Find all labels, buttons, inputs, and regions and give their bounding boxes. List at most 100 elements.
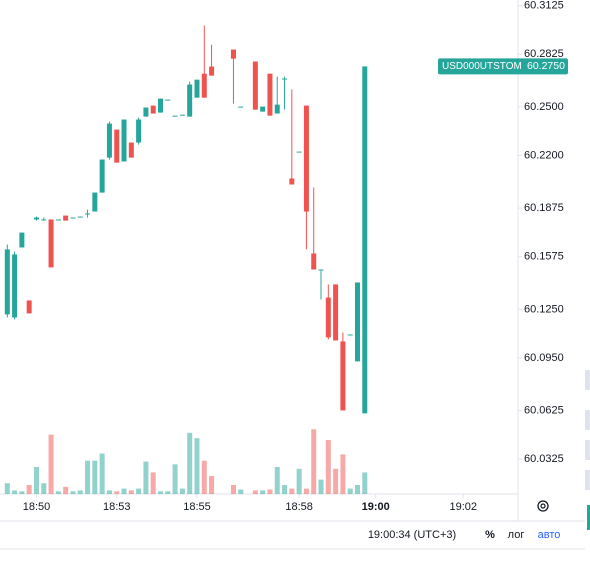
- volume-bar: [303, 488, 309, 494]
- volume-bar: [128, 490, 134, 494]
- volume-bar: [318, 479, 324, 494]
- candle: [136, 117, 142, 494]
- candle-body: [136, 119, 142, 143]
- volume-bar: [136, 488, 142, 494]
- candle-body: [41, 219, 47, 221]
- candle: [143, 107, 149, 494]
- volume-bar: [165, 491, 171, 494]
- candle: [165, 99, 171, 494]
- volume-bar: [70, 491, 76, 494]
- y-tick-label: 60.0625: [524, 404, 564, 416]
- x-tick-label: 19:00: [362, 501, 390, 513]
- y-tick-label: 60.2825: [524, 48, 564, 60]
- side-panel: [585, 440, 590, 460]
- volume-bar: [99, 453, 105, 494]
- last-price-name: USD000UTSTOM: [442, 61, 522, 72]
- volume-bar: [260, 490, 266, 494]
- candle-body: [33, 217, 39, 220]
- candle: [85, 209, 91, 494]
- side-panel: [585, 410, 590, 430]
- candle: [99, 159, 105, 494]
- candle-body: [12, 254, 18, 318]
- volume-bar: [209, 476, 215, 494]
- volume-bar: [267, 489, 273, 494]
- candle-body: [347, 334, 353, 336]
- volume-bar: [296, 468, 302, 494]
- candle: [187, 81, 193, 494]
- candle-body: [26, 300, 32, 314]
- candle: [48, 219, 54, 494]
- candle: [347, 334, 353, 494]
- volume-bar: [121, 488, 127, 494]
- volume-bar: [48, 434, 54, 494]
- candle-body: [150, 105, 156, 114]
- volume-bar: [92, 460, 98, 494]
- candle: [296, 151, 302, 494]
- candle: [128, 142, 134, 494]
- volume-bar: [77, 490, 83, 494]
- candle: [158, 98, 164, 494]
- candle: [354, 282, 360, 494]
- candle-body: [165, 99, 171, 101]
- candle: [179, 114, 185, 494]
- candle: [318, 269, 324, 494]
- toolbar-button[interactable]: авто: [538, 529, 561, 541]
- candle-body: [143, 107, 149, 117]
- y-tick-label: 60.1875: [524, 202, 564, 214]
- volume-bar: [150, 472, 156, 494]
- candle: [194, 79, 200, 494]
- volume-bar: [282, 485, 288, 494]
- candle: [333, 284, 339, 494]
- volume-bar: [143, 461, 149, 494]
- last-price-value: 60.2750: [527, 60, 565, 72]
- candle-body: [187, 84, 193, 117]
- candle: [303, 105, 309, 494]
- candle-body: [70, 217, 76, 219]
- candle: [209, 44, 215, 494]
- candle-body: [92, 192, 98, 212]
- candle-body: [77, 216, 83, 218]
- candle-body: [99, 159, 105, 193]
- volume-bar: [230, 485, 236, 494]
- x-tick-label: 18:53: [103, 501, 131, 513]
- side-panel: [587, 505, 590, 530]
- toolbar-button[interactable]: лог: [508, 529, 525, 541]
- candle: [201, 25, 207, 494]
- volume-bar: [187, 432, 193, 494]
- volume-bar: [12, 490, 18, 494]
- volume-bar: [106, 490, 112, 494]
- volume-bar: [26, 485, 32, 494]
- candle-body: [106, 123, 112, 158]
- candle: [311, 187, 317, 494]
- settings-icon[interactable]: [537, 500, 549, 512]
- candle-body: [260, 106, 266, 112]
- y-tick-label: 60.1250: [524, 303, 564, 315]
- last-price-box: [438, 58, 568, 75]
- candle: [77, 216, 83, 494]
- candle-body: [296, 151, 302, 153]
- toolbar-button[interactable]: %: [485, 529, 495, 541]
- volume-bar: [201, 460, 207, 494]
- x-tick-label: 18:58: [285, 501, 313, 513]
- candle: [282, 76, 288, 494]
- candle-body: [114, 129, 120, 163]
- candle: [267, 73, 273, 494]
- candle: [12, 251, 18, 494]
- candle: [33, 216, 39, 494]
- candle: [121, 119, 127, 494]
- y-tick-label: 60.0950: [524, 352, 564, 364]
- gear-ring: [537, 500, 549, 512]
- volume-bar: [41, 483, 47, 494]
- volume-bar: [55, 491, 61, 494]
- candle: [260, 106, 266, 494]
- volume-bar: [85, 460, 91, 494]
- candle-body: [325, 297, 331, 338]
- candle-body: [252, 61, 258, 110]
- candle-body: [238, 106, 244, 108]
- candle: [26, 300, 32, 494]
- volume-bar: [172, 464, 178, 494]
- x-tick-label: 18:50: [23, 501, 51, 513]
- volume-bar: [63, 486, 69, 494]
- candle-body: [362, 66, 368, 414]
- candle-body: [121, 119, 127, 162]
